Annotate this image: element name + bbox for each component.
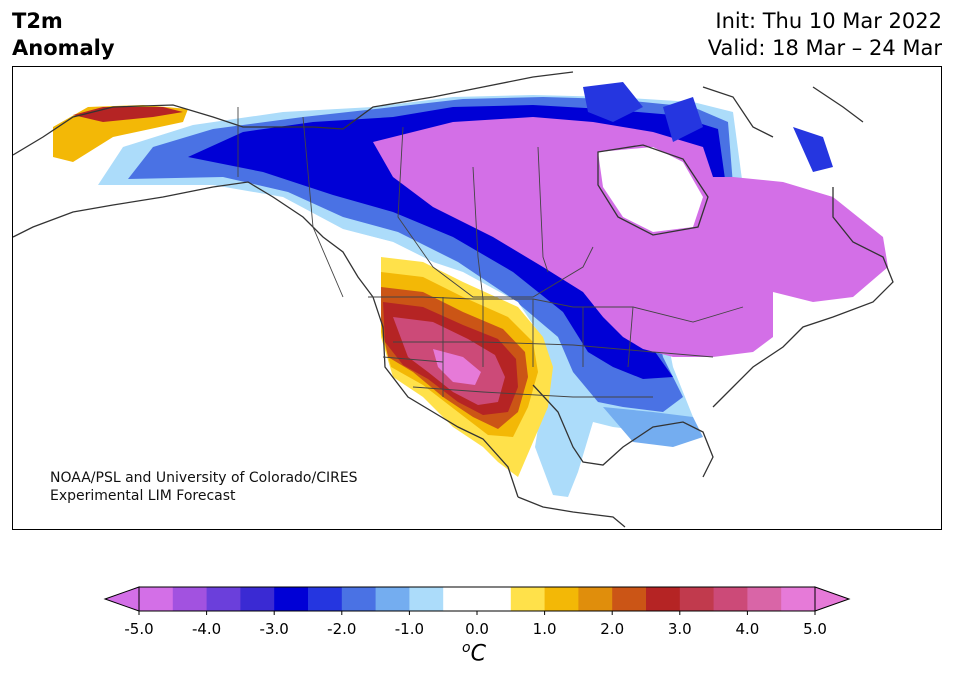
init-date: Init: Thu 10 Mar 2022	[715, 9, 942, 33]
colorbar-tick-label: -5.0	[124, 620, 154, 638]
colorbar-tick-label: -3.0	[259, 620, 289, 638]
colorbar-extend-max	[814, 586, 851, 612]
colorbar-swatch	[409, 587, 444, 611]
anomaly-band-warm-peak	[433, 349, 481, 385]
colorbar-tick-label: 2.0	[600, 620, 625, 638]
alaska-warm-pocket	[53, 105, 188, 162]
political-borders	[237, 107, 744, 398]
colorbar-tick-label: 0.0	[465, 620, 489, 638]
colorbar-swatch	[679, 587, 715, 611]
colorbar-swatch	[578, 587, 613, 611]
valid-range: Valid: 18 Mar – 24 Mar	[707, 36, 942, 60]
colorbar-tick-label: -2.0	[327, 620, 357, 638]
anomaly-band-ne-blue	[583, 82, 833, 172]
colorbar-tick-label: -1.0	[394, 620, 425, 638]
colorbar-swatch	[341, 587, 377, 611]
coastlines	[13, 71, 894, 528]
colorbar-swatch	[781, 587, 816, 611]
colorbar-swatch	[544, 587, 579, 611]
date-title: Init: Thu 10 Mar 2022 Valid: 18 Mar – 24…	[708, 8, 942, 62]
colorbar	[103, 586, 851, 615]
colorbar-extend-min	[103, 586, 140, 612]
colorbar-swatch	[375, 587, 410, 611]
map-canvas	[13, 71, 894, 528]
colorbar-swatch	[274, 587, 309, 611]
colorbar-swatch	[747, 587, 782, 611]
colorbar-swatch	[713, 587, 748, 611]
colorbar-swatch	[510, 587, 546, 611]
variable-title-line2: Anomaly	[12, 36, 115, 60]
colorbar-tick-label: 3.0	[667, 620, 692, 638]
hudson-bay-neutral	[598, 147, 703, 232]
colorbar-tick-label: 4.0	[735, 620, 760, 638]
colorbar-swatch	[139, 587, 174, 611]
credit-line2: Experimental LIM Forecast	[50, 488, 236, 504]
data-credit: NOAA/PSL and University of Colorado/CIRE…	[50, 469, 358, 505]
colorbar-swatch	[612, 587, 647, 611]
anomaly-map: NOAA/PSL and University of Colorado/CIRE…	[12, 66, 942, 530]
anomaly-band-cold-core	[373, 117, 888, 357]
unit-degree: o	[462, 640, 471, 656]
colorbar-swatch	[477, 587, 512, 611]
colorbar-unit: oC	[462, 640, 486, 666]
credit-line1: NOAA/PSL and University of Colorado/CIRE…	[50, 470, 358, 486]
colorbar-swatch	[172, 587, 208, 611]
colorbar-ticks: -5.0 -4.0 -3.0 -2.0 -1.0 0.0 1.0 2.0 3.0 4.0 5.0	[0, 620, 953, 640]
colorbar-tick-label: 5.0	[803, 620, 827, 638]
colorbar-swatch	[206, 587, 241, 611]
colorbar-tick-label: -4.0	[191, 620, 222, 638]
unit-celsius: C	[470, 641, 486, 667]
colorbar-swatch	[646, 587, 681, 611]
colorbar-swatch	[443, 587, 478, 611]
colorbar-swatch	[308, 587, 343, 611]
variable-title: T2m Anomaly	[12, 8, 115, 62]
colorbar-tick-label: 1.0	[532, 620, 557, 638]
variable-title-line1: T2m	[12, 9, 63, 33]
colorbar-swatch	[240, 587, 275, 611]
